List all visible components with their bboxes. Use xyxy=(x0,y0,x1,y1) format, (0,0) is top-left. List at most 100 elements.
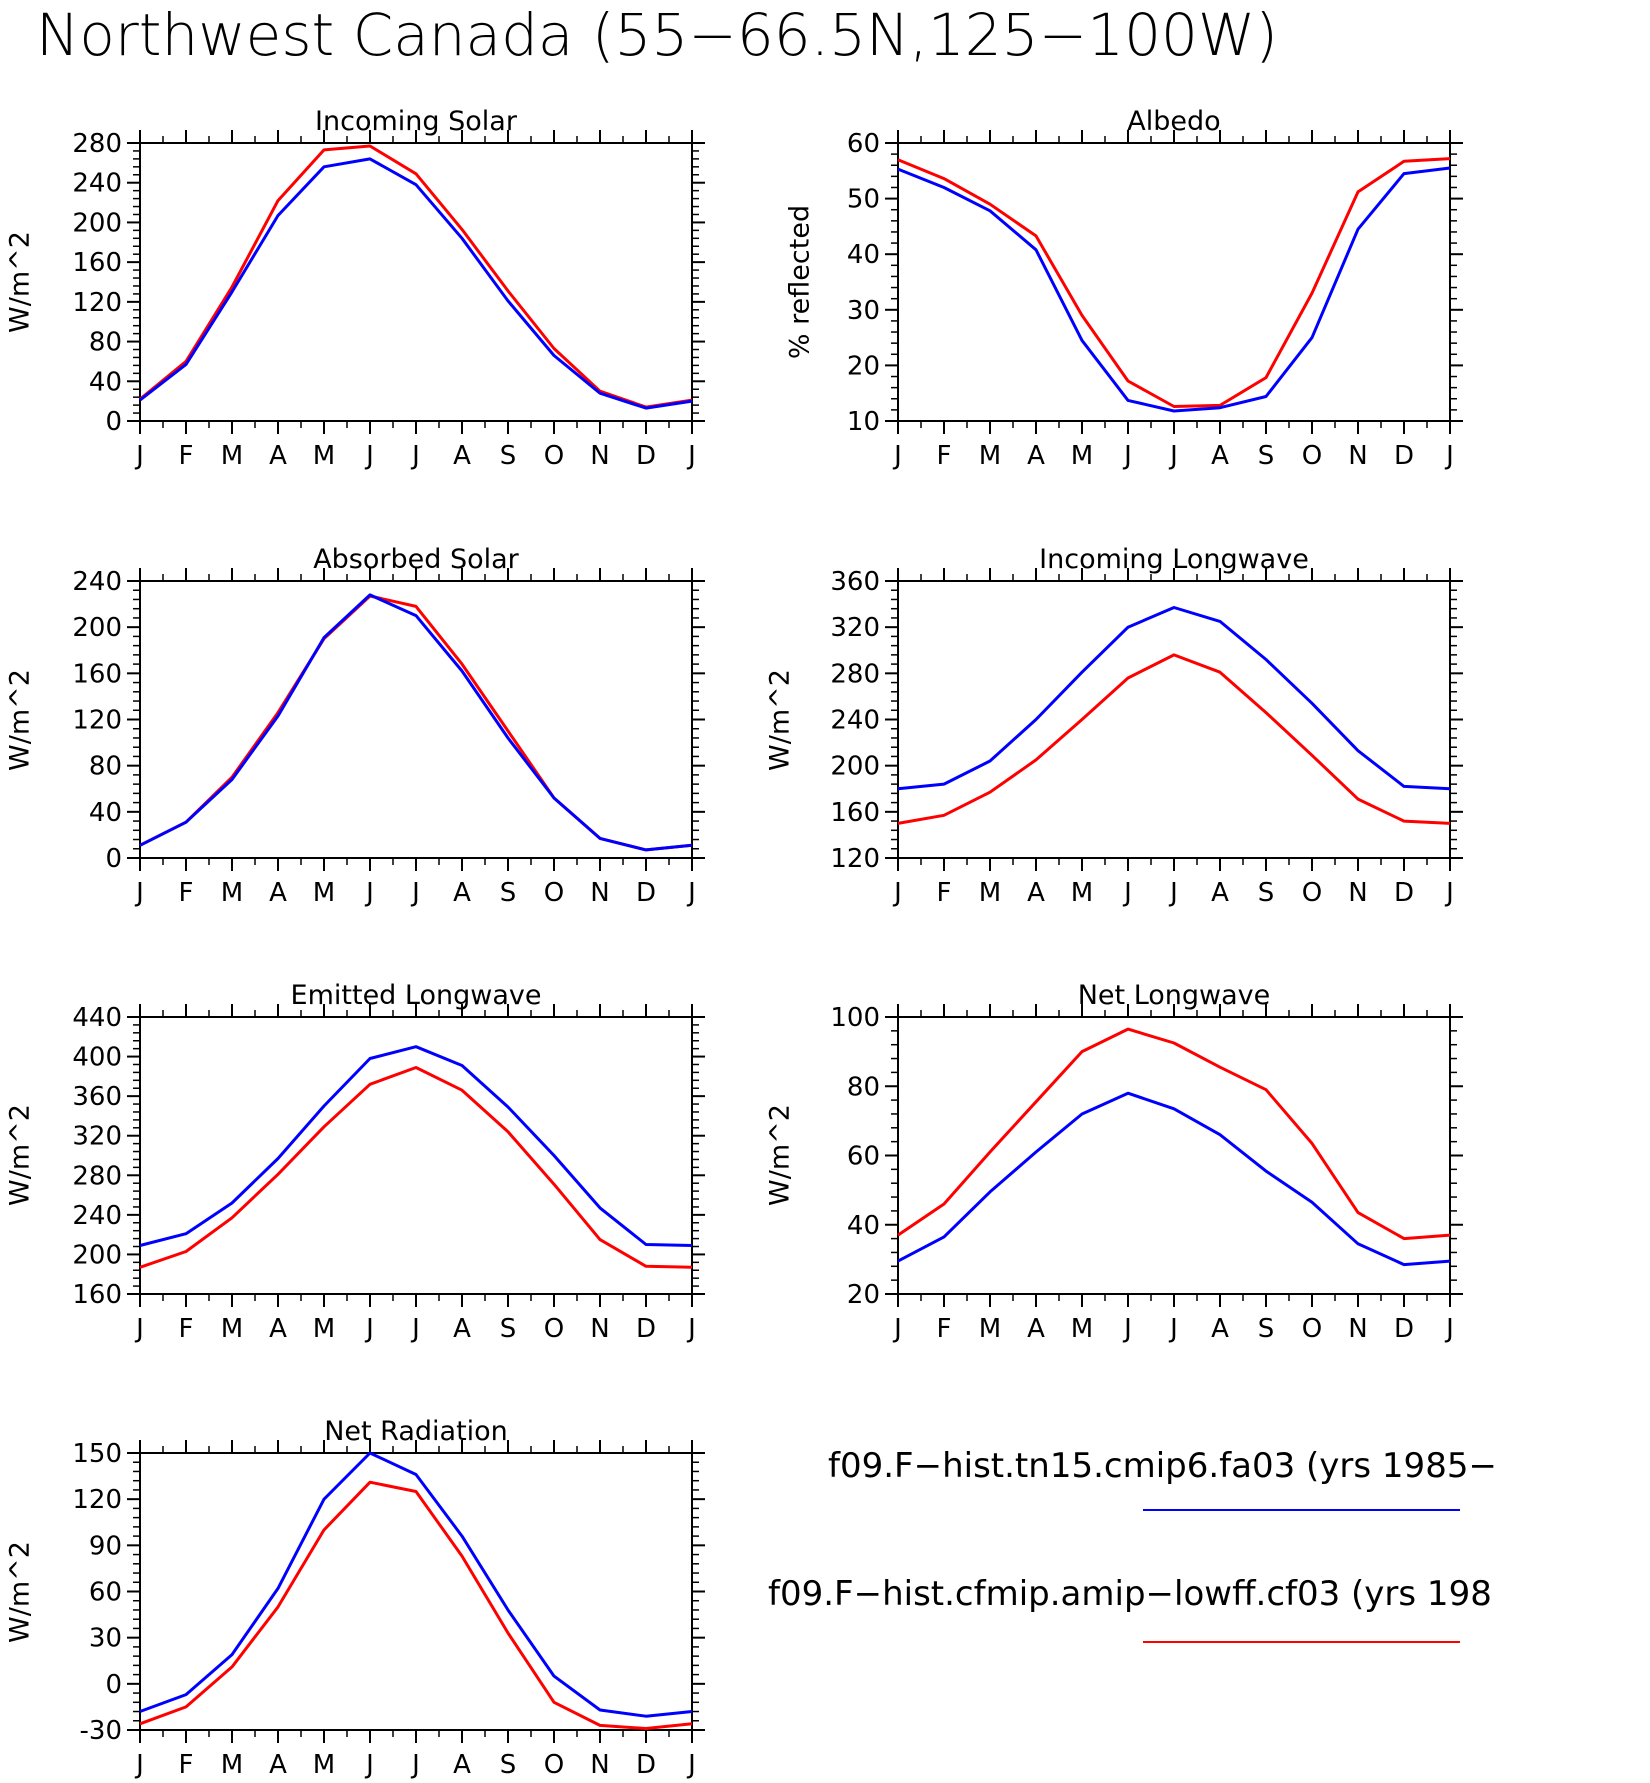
x-tick-label: M xyxy=(979,878,1001,908)
y-axis-label: % reflected xyxy=(785,205,816,359)
x-tick-label: M xyxy=(313,1750,335,1780)
y-tick-label: 160 xyxy=(72,659,122,689)
x-tick-label: N xyxy=(590,1314,609,1344)
x-tick-label: F xyxy=(179,1750,194,1780)
y-tick-label: 60 xyxy=(847,1142,880,1172)
x-tick-label: M xyxy=(221,441,243,471)
x-tick-label: A xyxy=(1027,441,1045,471)
x-tick-label: M xyxy=(221,878,243,908)
x-tick-label: D xyxy=(1394,441,1414,471)
y-tick-label: 160 xyxy=(830,798,880,828)
x-tick-label: J xyxy=(1122,441,1132,471)
y-tick-label: 320 xyxy=(830,613,880,643)
y-tick-label: 360 xyxy=(72,1082,122,1112)
y-tick-label: 30 xyxy=(89,1624,122,1654)
y-axis-label: W/m^2 xyxy=(5,231,36,333)
x-tick-label: S xyxy=(1258,878,1275,908)
y-tick-label: 80 xyxy=(89,752,122,782)
x-tick-label: M xyxy=(979,441,1001,471)
x-tick-label: N xyxy=(590,1750,609,1780)
y-tick-label: 120 xyxy=(72,1485,122,1515)
x-tick-label: A xyxy=(453,1314,471,1344)
y-tick-label: 0 xyxy=(105,1670,122,1700)
y-tick-label: 60 xyxy=(89,1578,122,1608)
x-tick-label: J xyxy=(892,1314,902,1344)
plot-frame xyxy=(897,580,1451,859)
y-tick-label: 80 xyxy=(847,1072,880,1102)
series-line-1 xyxy=(139,144,693,409)
y-tick-label: 90 xyxy=(89,1531,122,1561)
legend: f09.F−hist.tn15.cmip6.fa03 (yrs 1985− f0… xyxy=(768,1446,1497,1643)
legend-label-1: f09.F−hist.cfmip.amip−lowff.cf03 (yrs 19… xyxy=(768,1574,1492,1614)
x-tick-label: S xyxy=(1258,441,1275,471)
x-tick-label: A xyxy=(269,441,287,471)
x-tick-label: F xyxy=(937,441,952,471)
x-tick-label: J xyxy=(892,878,902,908)
series-line-1 xyxy=(897,1027,1451,1241)
x-tick-label: O xyxy=(1302,878,1322,908)
x-tick-label: S xyxy=(500,1314,517,1344)
x-tick-label: D xyxy=(636,1314,656,1344)
y-tick-label: 160 xyxy=(72,248,122,278)
x-tick-label: M xyxy=(221,1750,243,1780)
x-tick-label: A xyxy=(1211,878,1229,908)
y-tick-label: 280 xyxy=(830,659,880,689)
x-tick-label: J xyxy=(364,1750,374,1780)
x-tick-label: J xyxy=(1444,1314,1454,1344)
x-tick-label: J xyxy=(892,441,902,471)
x-tick-label: O xyxy=(544,441,564,471)
y-tick-label: 320 xyxy=(72,1122,122,1152)
y-tick-label: 240 xyxy=(830,706,880,736)
x-tick-label: M xyxy=(1071,441,1093,471)
series-line-0 xyxy=(139,1451,693,1718)
x-tick-label: F xyxy=(179,878,194,908)
x-tick-label: S xyxy=(500,441,517,471)
y-tick-label: 120 xyxy=(72,706,122,736)
y-tick-label: 20 xyxy=(847,351,880,381)
x-tick-label: J xyxy=(1168,878,1178,908)
x-tick-label: A xyxy=(269,878,287,908)
y-tick-label: 440 xyxy=(72,1003,122,1033)
x-tick-label: A xyxy=(269,1750,287,1780)
y-axis-label: W/m^2 xyxy=(5,1541,36,1643)
x-tick-label: S xyxy=(500,878,517,908)
y-tick-label: 360 xyxy=(830,567,880,597)
x-tick-label: M xyxy=(313,1314,335,1344)
x-tick-label: D xyxy=(1394,878,1414,908)
x-tick-label: J xyxy=(1168,1314,1178,1344)
series-line-0 xyxy=(897,166,1451,413)
x-tick-label: M xyxy=(979,1314,1001,1344)
series-line-1 xyxy=(139,594,693,852)
y-tick-label: 60 xyxy=(847,129,880,159)
y-tick-label: 0 xyxy=(105,844,122,874)
y-tick-label: 240 xyxy=(72,567,122,597)
y-tick-label: 40 xyxy=(847,240,880,270)
plot-frame xyxy=(139,580,693,859)
x-tick-label: J xyxy=(410,441,420,471)
x-tick-label: J xyxy=(686,1750,696,1780)
y-tick-label: 200 xyxy=(72,613,122,643)
x-tick-label: A xyxy=(269,1314,287,1344)
x-tick-label: N xyxy=(590,441,609,471)
x-tick-label: F xyxy=(937,878,952,908)
y-axis-label: W/m^2 xyxy=(5,1104,36,1206)
y-tick-label: 200 xyxy=(72,1240,122,1270)
x-tick-label: O xyxy=(1302,1314,1322,1344)
y-axis-label: W/m^2 xyxy=(765,1104,796,1206)
x-tick-label: J xyxy=(1444,878,1454,908)
series-line-0 xyxy=(139,157,693,410)
x-tick-label: M xyxy=(1071,878,1093,908)
y-tick-label: 240 xyxy=(72,1201,122,1231)
y-tick-label: 120 xyxy=(830,844,880,874)
series-line-1 xyxy=(139,1480,693,1730)
x-tick-label: J xyxy=(1122,1314,1132,1344)
y-tick-label: 100 xyxy=(830,1003,880,1033)
y-tick-label: 120 xyxy=(72,288,122,318)
x-tick-label: J xyxy=(364,878,374,908)
x-tick-label: O xyxy=(1302,441,1322,471)
y-tick-label: 80 xyxy=(89,328,122,358)
x-tick-label: J xyxy=(1122,878,1132,908)
plot-frame xyxy=(897,1016,1451,1295)
